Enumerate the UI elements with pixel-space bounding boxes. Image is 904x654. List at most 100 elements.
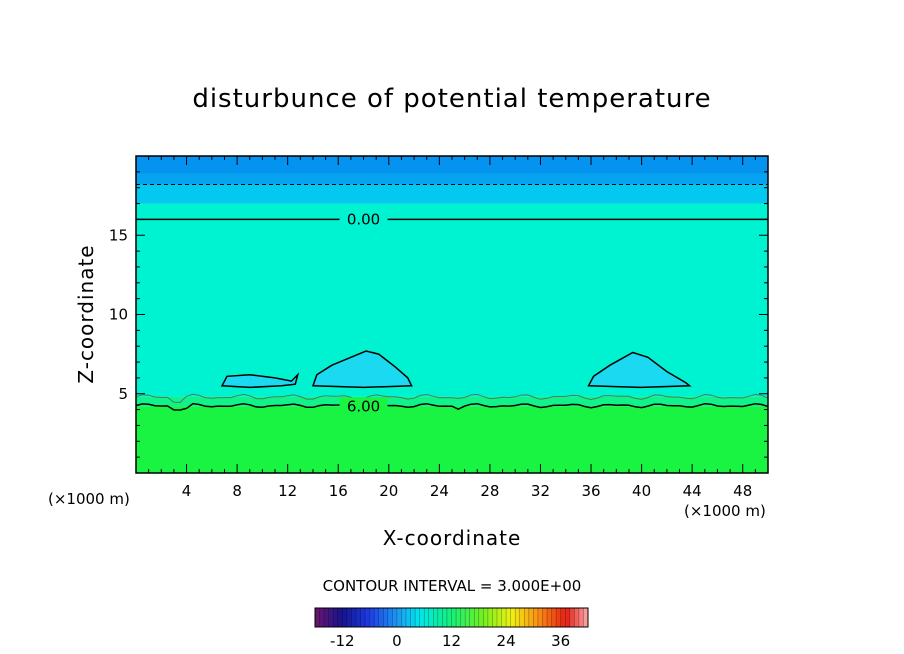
colorbar-cell (478, 608, 484, 627)
contour-label-1: 6.00 (347, 397, 380, 415)
colorbar-cell (456, 608, 462, 627)
chart-title: disturbunce of potential temperature (192, 84, 712, 114)
colorbar-tick-label: 12 (442, 632, 461, 650)
x-tick-label: 32 (531, 482, 550, 500)
field-band-3 (136, 184, 768, 204)
colorbar-cell (328, 608, 334, 627)
contour-line-6 (135, 402, 769, 411)
colorbar-cell (437, 608, 443, 627)
x-tick-label: 48 (733, 482, 752, 500)
x-unit-label-left: (×1000 m) (48, 490, 130, 508)
colorbar-cell (410, 608, 416, 627)
colorbar-cell (351, 608, 357, 627)
colorbar-cell (469, 608, 475, 627)
colorbar-cell (406, 608, 412, 627)
colorbar-cell (574, 608, 580, 627)
x-unit-label-right: (×1000 m) (684, 502, 766, 520)
colorbar-cell (387, 608, 393, 627)
colorbar-cell (415, 608, 421, 627)
cool-patch-0 (220, 372, 300, 389)
colorbar-cell (428, 608, 434, 627)
contour-label-bg-1 (339, 397, 388, 416)
colorbar-cell (378, 608, 384, 627)
x-tick-label: 20 (379, 482, 398, 500)
colorbar-frame (314, 607, 589, 628)
colorbar-cell (451, 608, 457, 627)
colorbar-cell (510, 608, 516, 627)
colorbar-cell (537, 608, 543, 627)
colorbar-cell (324, 608, 330, 627)
y-tick-label: 5 (118, 385, 128, 403)
colorbar-tick-label: 36 (551, 632, 570, 650)
colorbar-cell (497, 608, 503, 627)
colorbar-cell (360, 608, 366, 627)
field-band-0 (136, 406, 768, 473)
contour-interval-label: CONTOUR INTERVAL = 3.000E+00 (322, 577, 582, 595)
x-tick-label: 44 (683, 482, 702, 500)
colorbar-cell (465, 608, 471, 627)
colorbar-tick-label: 0 (392, 632, 402, 650)
colorbar-cell (492, 608, 498, 627)
colorbar-cell (401, 608, 407, 627)
x-tick-label: 4 (182, 482, 192, 500)
cool-patch-2 (587, 351, 692, 389)
colorbar-cell (519, 608, 525, 627)
colorbar-cell (501, 608, 507, 627)
colorbar-cell (374, 608, 380, 627)
colorbar-cell (515, 608, 521, 627)
x-tick-label: 28 (480, 482, 499, 500)
colorbar-cell (460, 608, 466, 627)
colorbar-cell (342, 608, 348, 627)
colorbar-cell (433, 608, 439, 627)
colorbar-cell (506, 608, 512, 627)
x-tick-label: 8 (232, 482, 242, 500)
colorbar-cell (556, 608, 562, 627)
colorbar-cell (528, 608, 534, 627)
colorbar-cell (333, 608, 339, 627)
colorbar-cell (337, 608, 343, 627)
colorbar-cell (487, 608, 493, 627)
x-axis-label: X-coordinate (382, 526, 522, 550)
colorbar-cell (533, 608, 539, 627)
x-tick-label: 36 (581, 482, 600, 500)
colorbar-cell (547, 608, 553, 627)
colorbar-cell (442, 608, 448, 627)
colorbar-cell (560, 608, 566, 627)
contour-line-3 (135, 393, 769, 403)
y-tick-label: 10 (109, 306, 128, 324)
y-axis-label: Z-coordinate (74, 244, 98, 384)
colorbar-tick-label: -12 (330, 632, 355, 650)
field-band-top-dark (136, 156, 768, 174)
x-tick-label: 12 (278, 482, 297, 500)
colorbar-cell (446, 608, 452, 627)
colorbar-tick-label: 24 (497, 632, 516, 650)
cool-patch-1 (311, 350, 413, 389)
colorbar-cell (569, 608, 575, 627)
colorbar-cell (355, 608, 361, 627)
field-band-2 (136, 203, 768, 397)
x-tick-label: 16 (329, 482, 348, 500)
colorbar-cell (483, 608, 489, 627)
colorbar-cell (542, 608, 548, 627)
colorbar-cell (315, 608, 321, 627)
colorbar-cell (583, 608, 589, 627)
colorbar-cell (524, 608, 530, 627)
colorbar-cell (396, 608, 402, 627)
colorbar-cell (474, 608, 480, 627)
x-tick-label: 40 (632, 482, 651, 500)
x-tick-label: 24 (430, 482, 449, 500)
colorbar-cell (565, 608, 571, 627)
colorbar-cell (319, 608, 325, 627)
colorbar-cell (392, 608, 398, 627)
colorbar-cell (578, 608, 584, 627)
colorbar-cell (346, 608, 352, 627)
contour-label-0: 0.00 (347, 210, 380, 228)
colorbar-cell (551, 608, 557, 627)
colorbar-cell (365, 608, 371, 627)
field-band-1 (136, 396, 768, 407)
colorbar-cell (369, 608, 375, 627)
y-tick-label: 15 (109, 226, 128, 244)
colorbar-cell (383, 608, 389, 627)
colorbar-cell (424, 608, 430, 627)
